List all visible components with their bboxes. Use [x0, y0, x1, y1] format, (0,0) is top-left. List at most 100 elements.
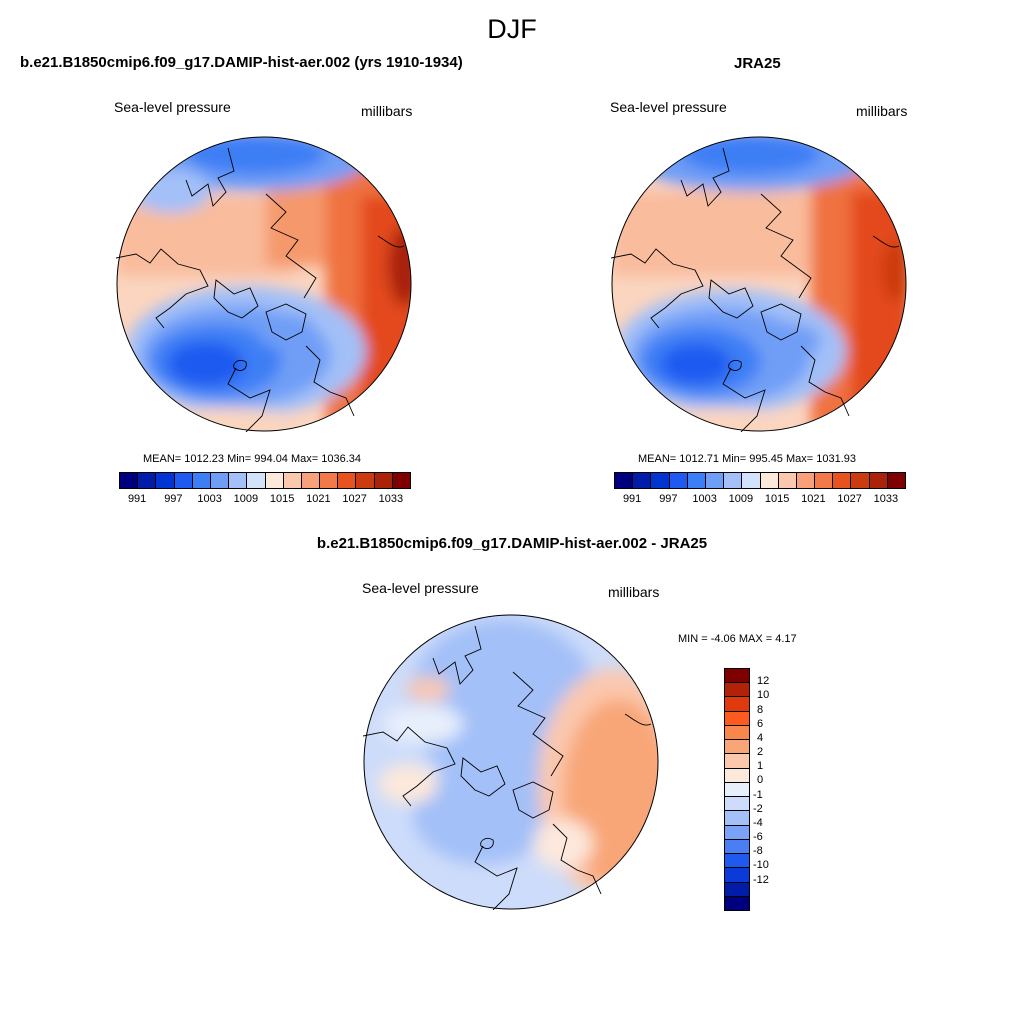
- colorbar-swatch: [725, 868, 749, 883]
- left-polar-map: [116, 136, 412, 432]
- colorbar-tick-label: 1003: [197, 493, 222, 505]
- colorbar-swatch: [796, 473, 816, 488]
- colorbar-swatch: [725, 725, 749, 741]
- colorbar-swatch: [725, 825, 749, 840]
- left-colorbar: [119, 472, 411, 489]
- colorbar-swatch: [725, 683, 749, 698]
- colorbar-swatch: [725, 754, 749, 769]
- colorbar-tick-label: -8: [753, 845, 763, 858]
- colorbar-tick-label: 1: [757, 760, 764, 773]
- colorbar-swatch: [210, 473, 230, 488]
- colorbar-swatch: [760, 473, 779, 488]
- colorbar-swatch: [725, 740, 749, 755]
- left-panel-units-label: millibars: [361, 103, 413, 119]
- colorbar-swatch: [338, 473, 357, 488]
- colorbar-tick-label: 1015: [764, 493, 790, 505]
- diff-colorbar: [724, 668, 750, 911]
- colorbar-tick-label: 1009: [728, 493, 754, 505]
- diff-panel-variable-label: Sea-level pressure: [362, 580, 479, 596]
- colorbar-swatch: [615, 473, 634, 488]
- colorbar-swatch: [669, 473, 688, 488]
- colorbar-swatch: [815, 473, 834, 488]
- colorbar-swatch: [725, 896, 749, 910]
- right-panel-units-label: millibars: [856, 103, 908, 119]
- colorbar-tick-label: -10: [753, 859, 769, 872]
- right-polar-map: [611, 136, 907, 432]
- colorbar-tick-label: 997: [164, 493, 183, 505]
- colorbar-tick-label: 6: [757, 717, 764, 730]
- colorbar-swatch: [778, 473, 797, 488]
- diff-polar-map: [363, 614, 659, 910]
- colorbar-tick-label: 1003: [692, 493, 717, 505]
- colorbar-tick-label: 997: [659, 493, 678, 505]
- right-colorbar-ticks: 991 997 1003 1009 1015 1021 1027 1033: [614, 493, 904, 507]
- colorbar-swatch: [120, 473, 139, 488]
- main-title: DJF: [487, 14, 537, 44]
- colorbar-swatch: [392, 473, 410, 488]
- colorbar-swatch: [283, 473, 302, 488]
- colorbar-swatch: [851, 473, 870, 488]
- colorbar-swatch: [725, 711, 749, 726]
- colorbar-tick-label: 991: [622, 493, 642, 505]
- colorbar-swatch: [192, 473, 211, 488]
- colorbar-swatch: [725, 811, 749, 826]
- colorbar-tick-label: 1009: [233, 493, 259, 505]
- colorbar-tick-label: -6: [753, 831, 763, 844]
- colorbar-tick-label: 2: [757, 746, 764, 759]
- colorbar-swatch: [374, 473, 393, 488]
- colorbar-swatch: [725, 697, 749, 712]
- colorbar-swatch: [156, 473, 175, 488]
- colorbar-tick-label: 12: [757, 675, 770, 688]
- colorbar-swatch: [633, 473, 652, 488]
- left-panel-variable-label: Sea-level pressure: [114, 99, 231, 115]
- left-panel-title: b.e21.B1850cmip6.f09_g17.DAMIP-hist-aer.…: [20, 54, 463, 71]
- colorbar-tick-label: 0: [757, 774, 764, 787]
- colorbar-tick-label: 1015: [269, 493, 295, 505]
- colorbar-swatch: [174, 473, 193, 488]
- right-panel-variable-label: Sea-level pressure: [610, 99, 727, 115]
- colorbar-tick-label: 1027: [342, 493, 367, 505]
- colorbar-tick-label: -1: [753, 788, 763, 801]
- colorbar-tick-label: -2: [753, 802, 763, 815]
- colorbar-swatch: [724, 473, 743, 488]
- colorbar-tick-label: -4: [753, 816, 763, 829]
- colorbar-swatch: [651, 473, 670, 488]
- colorbar-swatch: [705, 473, 725, 488]
- colorbar-swatch: [229, 473, 248, 488]
- colorbar-swatch: [687, 473, 706, 488]
- colorbar-swatch: [138, 473, 157, 488]
- colorbar-tick-label: 10: [757, 689, 770, 702]
- colorbar-tick-label: 1033: [873, 493, 899, 505]
- colorbar-swatch: [742, 473, 761, 488]
- diff-colorbar-ticks: 12 10 8 6 4 2 1 0 -1 -2 -4 -6 -8 -10 -12: [753, 668, 797, 909]
- right-panel-stats: MEAN= 1012.71 Min= 995.45 Max= 1031.93: [638, 453, 857, 465]
- colorbar-tick-label: 1021: [801, 493, 826, 505]
- colorbar-swatch: [320, 473, 339, 488]
- colorbar-tick-label: 8: [757, 703, 764, 716]
- colorbar-tick-label: 4: [757, 731, 764, 744]
- diff-panel-stats: MIN = -4.06 MAX = 4.17: [678, 633, 797, 645]
- colorbar-swatch: [301, 473, 321, 488]
- right-colorbar: [614, 472, 906, 489]
- colorbar-swatch: [725, 839, 749, 855]
- colorbar-tick-label: -12: [753, 873, 769, 886]
- colorbar-swatch: [833, 473, 852, 488]
- colorbar-tick-label: 991: [127, 493, 147, 505]
- left-panel-stats: MEAN= 1012.23 Min= 994.04 Max= 1036.34: [143, 453, 362, 465]
- colorbar-tick-label: 1021: [306, 493, 331, 505]
- colorbar-swatch: [725, 768, 749, 783]
- colorbar-swatch: [887, 473, 905, 488]
- colorbar-tick-label: 1033: [378, 493, 404, 505]
- diff-panel-title: b.e21.B1850cmip6.f09_g17.DAMIP-hist-aer.…: [316, 535, 708, 552]
- diff-panel-units-label: millibars: [608, 584, 660, 600]
- colorbar-swatch: [725, 797, 749, 812]
- colorbar-swatch: [265, 473, 284, 488]
- colorbar-swatch: [356, 473, 375, 488]
- colorbar-swatch: [725, 882, 749, 897]
- colorbar-tick-label: 1027: [837, 493, 862, 505]
- colorbar-swatch: [725, 669, 749, 684]
- colorbar-swatch: [247, 473, 266, 488]
- left-colorbar-ticks: 991 997 1003 1009 1015 1021 1027 1033: [119, 493, 409, 507]
- right-panel-title: JRA25: [734, 55, 781, 72]
- colorbar-swatch: [869, 473, 888, 488]
